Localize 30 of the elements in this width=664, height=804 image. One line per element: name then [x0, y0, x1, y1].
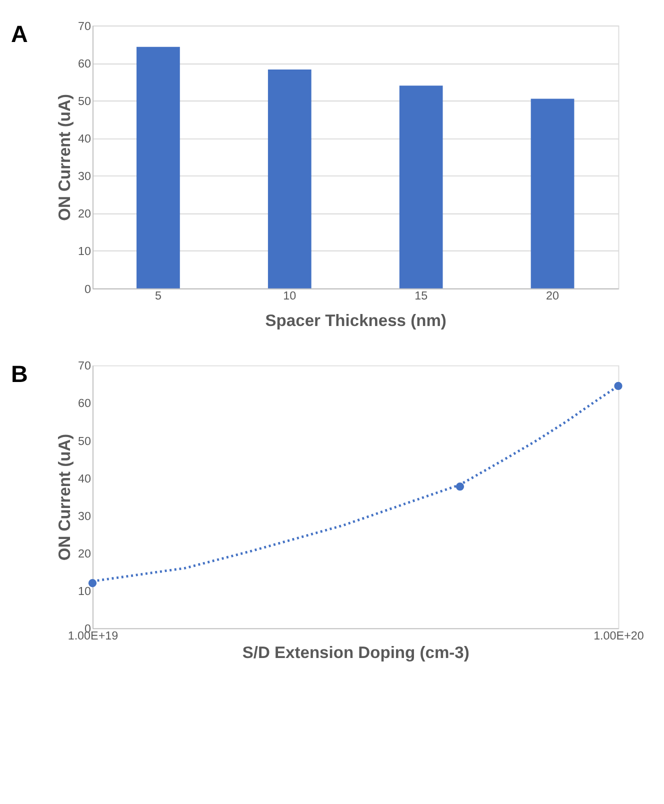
x-tick-label: 5 [154, 290, 162, 303]
y-tick-label: 40 [78, 132, 92, 146]
y-tick-label: 10 [78, 245, 92, 258]
text: B [11, 360, 28, 387]
y-tick-label: 70 [78, 20, 92, 33]
x-tick-label: 15 [414, 290, 428, 303]
y-tick-label: 50 [78, 95, 92, 108]
y-tick-label: 20 [78, 547, 92, 560]
bar [136, 46, 180, 288]
x-tick-label: 10 [283, 290, 297, 303]
x-tick-label: 20 [546, 290, 560, 303]
y-tick-label: 60 [78, 397, 92, 410]
x-axis-title: Spacer Thickness (nm) [265, 310, 446, 330]
y-tick-label: 30 [78, 510, 92, 523]
y-tick-label: 30 [78, 170, 92, 184]
y-axis-title: ON Current (uA) [55, 434, 74, 561]
bar [399, 86, 443, 288]
y-tick-label: 40 [78, 472, 92, 486]
y-axis-title: ON Current (uA) [55, 94, 74, 221]
y-tick-label: 60 [78, 57, 92, 70]
x-tick-label: 1.00E+20 [594, 629, 644, 642]
y-tick-label: 50 [78, 434, 92, 448]
y-tick-label: 10 [78, 585, 92, 598]
y-tick-label: 0 [84, 282, 92, 296]
y-tick-label: 20 [78, 208, 92, 221]
bar [530, 98, 574, 288]
text: A [11, 21, 28, 48]
x-axis-title: S/D Extension Doping (cm-3) [242, 642, 470, 662]
y-tick-label: 70 [78, 360, 92, 373]
bar [268, 69, 312, 288]
